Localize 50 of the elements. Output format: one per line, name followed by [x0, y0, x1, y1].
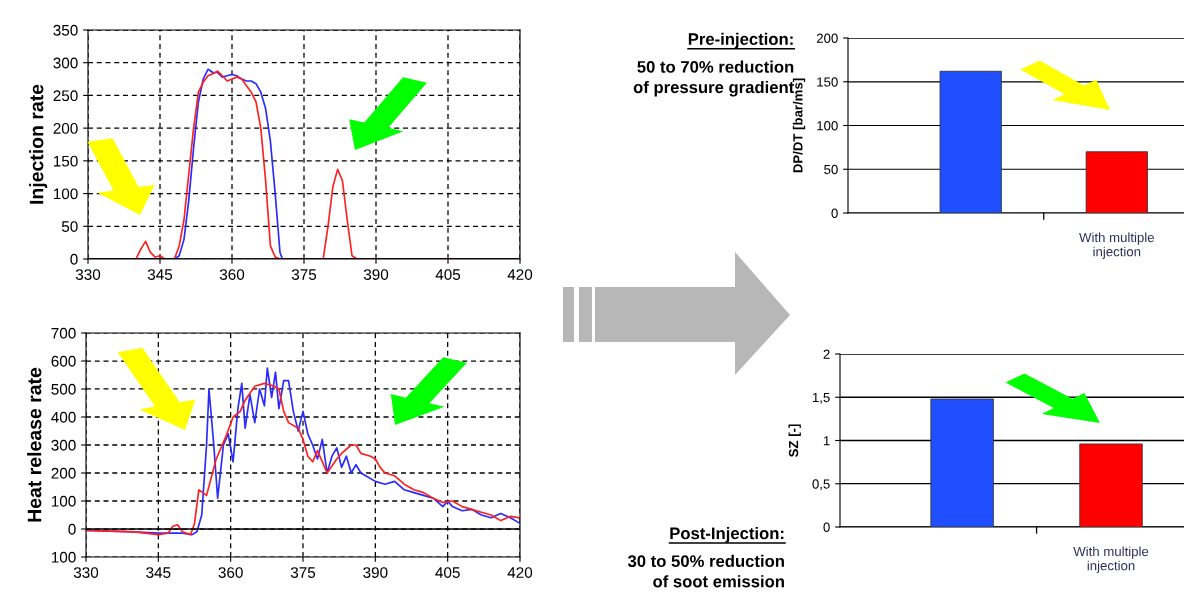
- y-tick-label: 400: [51, 411, 76, 423]
- y-tick-label: 150: [817, 77, 838, 87]
- x-tick-label: 420: [507, 567, 533, 578]
- x-tick-label: With multiple injection: [1073, 546, 1149, 573]
- x-tick-label: 375: [291, 269, 317, 280]
- x-tick-label: 360: [218, 567, 243, 578]
- y-tick-label: 350: [53, 24, 78, 36]
- text: 30 to 50% reduction of soot emission: [627, 554, 784, 588]
- x-tick-label: 405: [435, 567, 460, 578]
- y-tick-label: 700: [51, 327, 76, 339]
- y-tick-label: 200: [53, 123, 78, 134]
- y-tick-label: 1: [823, 436, 830, 446]
- x-tick-label: 390: [363, 567, 388, 578]
- x-tick-label: 420: [507, 269, 533, 280]
- x-tick-label: With multiple injection: [1079, 232, 1154, 259]
- y-axis-title: SZ [-]: [788, 424, 801, 457]
- y-tick-label: 0: [70, 253, 78, 265]
- x-tick-label: 390: [363, 269, 389, 280]
- text: Pre-injection:: [688, 32, 793, 49]
- y-tick-label: 2: [823, 349, 830, 359]
- y-tick-label: 300: [53, 57, 78, 69]
- y-axis-title: DP/DT [bar/ms]: [792, 78, 806, 173]
- text: Post-Injection:: [670, 527, 784, 543]
- y-tick-label: 250: [53, 90, 78, 102]
- x-tick-label: 330: [75, 269, 101, 280]
- y-tick-label: 100: [53, 188, 78, 200]
- y-tick-label: 0: [831, 208, 838, 218]
- y-tick-label: 200: [816, 33, 838, 43]
- y-tick-label: 100: [51, 551, 76, 563]
- x-tick-label: 330: [73, 567, 99, 578]
- y-tick-label: 50: [61, 221, 78, 232]
- x-tick-label: 360: [219, 269, 245, 280]
- x-tick-label: 375: [290, 567, 316, 578]
- x-tick-label: 345: [147, 269, 173, 280]
- y-tick-label: 0: [68, 523, 76, 535]
- x-tick-label: 345: [146, 567, 171, 578]
- y-tick-label: 0,5: [812, 479, 830, 491]
- y-tick-label: 0: [823, 522, 830, 532]
- y-tick-label: 300: [51, 439, 76, 451]
- y-tick-label: 1,5: [812, 392, 830, 404]
- y-tick-label: 100: [817, 121, 838, 131]
- x-tick-label: 405: [435, 269, 461, 280]
- y-tick-label: 50: [824, 164, 838, 175]
- y-tick-label: 100: [51, 495, 76, 507]
- y-tick-label: 200: [51, 467, 76, 479]
- y-tick-label: 150: [53, 155, 78, 167]
- y-tick-label: 500: [51, 383, 76, 395]
- y-axis-title: Injection rate: [29, 84, 48, 204]
- y-tick-label: 600: [51, 355, 76, 367]
- y-axis-title: Heat release rate: [27, 367, 42, 522]
